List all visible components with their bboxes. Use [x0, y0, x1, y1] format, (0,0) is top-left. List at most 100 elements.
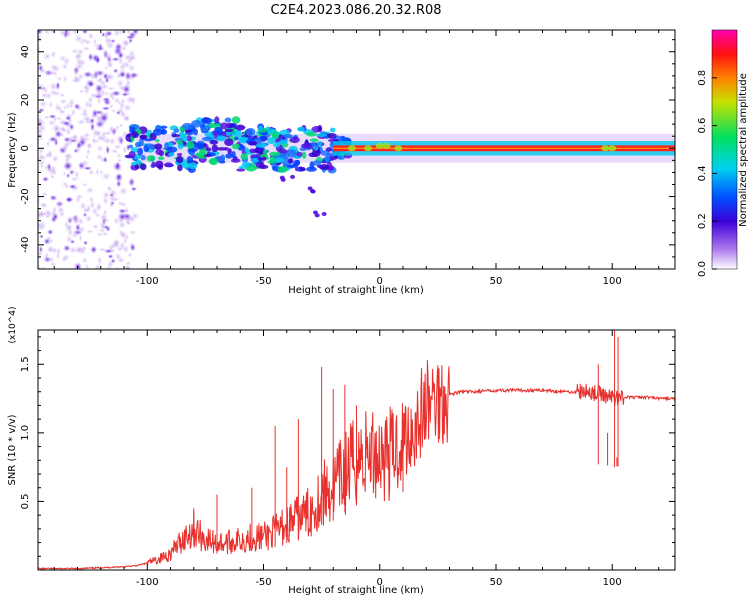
- spectral-blob: [129, 71, 139, 79]
- spectral-blob: [88, 80, 94, 88]
- y-tick-label: -40: [20, 237, 31, 253]
- spectral-blob: [73, 102, 81, 110]
- spectral-blob: [39, 234, 44, 239]
- spectral-blob: [81, 245, 88, 251]
- x-tick-label: 50: [490, 577, 503, 588]
- snr-x-axis: -100 -50 0 50 100: [53, 330, 660, 588]
- spectral-blob: [55, 199, 63, 209]
- spectral-blob: [43, 88, 49, 94]
- spectral-blob: [101, 130, 107, 138]
- spectral-blob: [124, 215, 132, 223]
- spectral-blob: [81, 256, 89, 264]
- colorbar-tick-label: 0.4: [697, 165, 708, 181]
- x-tick-label: -50: [255, 577, 271, 588]
- spectral-blob: [62, 120, 71, 127]
- spectral-blob: [83, 240, 88, 246]
- spectral-blob: [46, 228, 54, 236]
- spectral-blob: [91, 135, 97, 146]
- spectral-blob: [173, 128, 180, 133]
- spectral-blob: [175, 155, 184, 164]
- spectral-blob: [101, 171, 112, 181]
- colorbar-tick-label: 0.8: [697, 70, 708, 86]
- spectral-blob: [59, 30, 66, 38]
- spectral-blob: [114, 49, 120, 54]
- spectral-blob: [224, 138, 234, 147]
- spectral-blob: [254, 147, 264, 154]
- spectral-blob: [98, 120, 108, 126]
- spectral-blob: [186, 156, 194, 164]
- spectral-blob: [92, 71, 102, 78]
- spectral-blob: [66, 224, 73, 231]
- spectral-blob: [316, 133, 328, 138]
- spectral-blob: [102, 48, 109, 59]
- spectral-blob: [46, 235, 52, 242]
- spectral-blob: [75, 223, 81, 232]
- spectral-blob: [78, 88, 85, 94]
- colorbar-tick-label: 0.2: [697, 213, 708, 229]
- spectral-blob: [269, 155, 276, 164]
- snr-y-multiplier: (x10^4): [8, 306, 18, 343]
- spectral-blob: [154, 139, 160, 143]
- spectral-blob: [375, 142, 384, 149]
- spectral-blob: [121, 45, 127, 52]
- spectral-blob: [220, 122, 228, 130]
- spectral-blob: [118, 186, 129, 196]
- y-tick-label: -20: [20, 188, 31, 204]
- spectral-blob: [288, 158, 294, 164]
- colorbar: 0.0 0.2 0.4 0.6 0.8 Normalized spectral ampl…: [697, 29, 749, 277]
- doppler-blob: [321, 211, 327, 216]
- spectrogram-image: [38, 30, 675, 269]
- spectral-blob: [81, 30, 89, 35]
- spectral-blob: [95, 55, 100, 65]
- spectral-blob: [122, 244, 130, 254]
- spectral-blob: [131, 211, 140, 221]
- spectral-blob: [382, 142, 391, 149]
- spectral-blob: [85, 229, 94, 234]
- spectral-blob: [109, 137, 116, 146]
- spectral-blob: [38, 99, 48, 108]
- spectral-blob: [56, 247, 62, 255]
- spectral-blob: [129, 126, 136, 134]
- spectral-blob: [211, 144, 218, 153]
- spectral-blob: [42, 52, 52, 61]
- spectral-blob: [102, 190, 110, 200]
- spectral-blob: [131, 96, 137, 106]
- spectral-blob: [608, 145, 617, 152]
- x-tick-label: 100: [603, 276, 622, 287]
- spectral-blob: [267, 137, 276, 145]
- spectral-blob: [85, 148, 91, 156]
- spectral-blob: [325, 147, 333, 152]
- spectral-blob: [41, 191, 49, 198]
- spectral-blob: [152, 128, 163, 136]
- spectral-blob: [96, 144, 104, 153]
- spectral-blob: [84, 214, 93, 224]
- colorbar-gradient: [711, 29, 738, 270]
- doppler-blob: [258, 161, 264, 166]
- spectral-blob: [255, 143, 267, 148]
- spectral-blob: [273, 142, 281, 148]
- spectral-blob: [108, 202, 115, 209]
- spectral-blob: [117, 57, 124, 66]
- spectral-blob: [125, 35, 135, 40]
- spectral-blob: [73, 67, 80, 78]
- spectral-blob: [106, 62, 114, 69]
- spectral-blob: [316, 149, 321, 154]
- spectral-blob: [238, 136, 249, 143]
- spectrogram-y-label: Frequency (Hz): [7, 112, 18, 188]
- spectral-blob: [57, 106, 63, 111]
- spectral-blob: [269, 151, 280, 157]
- spectral-blob: [106, 86, 116, 91]
- spectral-blob: [117, 51, 124, 60]
- spectral-blob: [66, 173, 71, 179]
- spectral-blob: [105, 145, 111, 155]
- spectral-blob: [306, 131, 318, 137]
- spectral-blob: [39, 162, 44, 170]
- spectral-blob: [130, 186, 138, 192]
- spectral-blob: [103, 156, 108, 163]
- spectral-blob: [50, 30, 56, 35]
- spectral-blob: [112, 162, 122, 171]
- spectral-blob: [190, 119, 202, 128]
- spectral-blob: [299, 166, 306, 172]
- snr-series-line: [38, 360, 675, 570]
- spectral-blob: [327, 133, 337, 139]
